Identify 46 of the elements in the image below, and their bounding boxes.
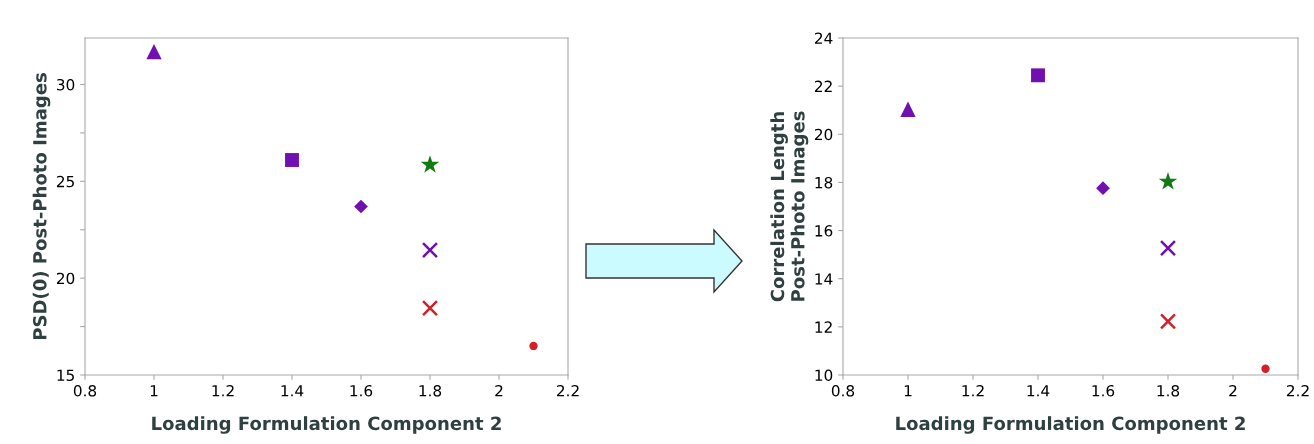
x-tick-label: 1.4 xyxy=(1027,385,1050,397)
y-axis-title: Correlation Length Post-Photo Images xyxy=(770,111,809,302)
y-tick-label: 15 xyxy=(57,369,74,382)
y-tick-label: 20 xyxy=(56,272,75,285)
x-tick-label: 1.8 xyxy=(419,384,442,397)
x-tick-label: 2.2 xyxy=(556,384,579,397)
x-tick-label: 0.8 xyxy=(73,384,97,397)
y-tick-label: 20 xyxy=(814,128,833,141)
point xyxy=(1096,181,1110,196)
point xyxy=(529,341,538,351)
point xyxy=(420,155,440,173)
x-tick-label: 1.2 xyxy=(962,384,984,397)
x-tick-label: 2 xyxy=(1229,384,1237,397)
point xyxy=(285,153,299,167)
x-tick-label: 0.8 xyxy=(831,384,855,397)
y-tick-label: 14 xyxy=(815,273,833,285)
point xyxy=(900,101,916,117)
x-tick-label: 1.6 xyxy=(350,384,373,397)
x-tick-label: 1 xyxy=(150,385,158,397)
point xyxy=(1158,171,1178,190)
y-tick-label: 25 xyxy=(56,175,74,188)
point xyxy=(421,241,439,259)
x-tick-label: 1.2 xyxy=(212,384,234,397)
x-axis-title: Loading Formulation Component 2 xyxy=(896,416,1245,434)
x-tick-label: 1 xyxy=(904,385,912,397)
x-tick-label: 2 xyxy=(495,384,503,397)
point xyxy=(421,299,439,317)
point xyxy=(1261,364,1270,373)
x-axis-title: Loading Formulation Component 2 xyxy=(152,416,501,434)
x-tick-label: 1.6 xyxy=(1092,384,1115,397)
y-tick-label: 24 xyxy=(814,32,833,44)
point xyxy=(1031,68,1045,83)
y-tick-label: 16 xyxy=(815,225,833,237)
y-tick-label: 22 xyxy=(814,80,832,92)
x-tick-label: 2.2 xyxy=(1286,384,1309,397)
x-tick-label: 1.8 xyxy=(1157,384,1180,397)
y-tick-label: 12 xyxy=(815,321,832,333)
y-axis-title: PSD(0) Post-Photo Images xyxy=(32,73,51,340)
y-tick-label: 18 xyxy=(815,176,833,189)
y-tick-label: 10 xyxy=(815,369,833,382)
point xyxy=(1159,239,1177,257)
point xyxy=(1159,313,1177,330)
point xyxy=(146,43,162,60)
x-tick-label: 1.4 xyxy=(281,385,304,397)
y-tick-label: 30 xyxy=(57,78,75,91)
point xyxy=(354,199,368,214)
